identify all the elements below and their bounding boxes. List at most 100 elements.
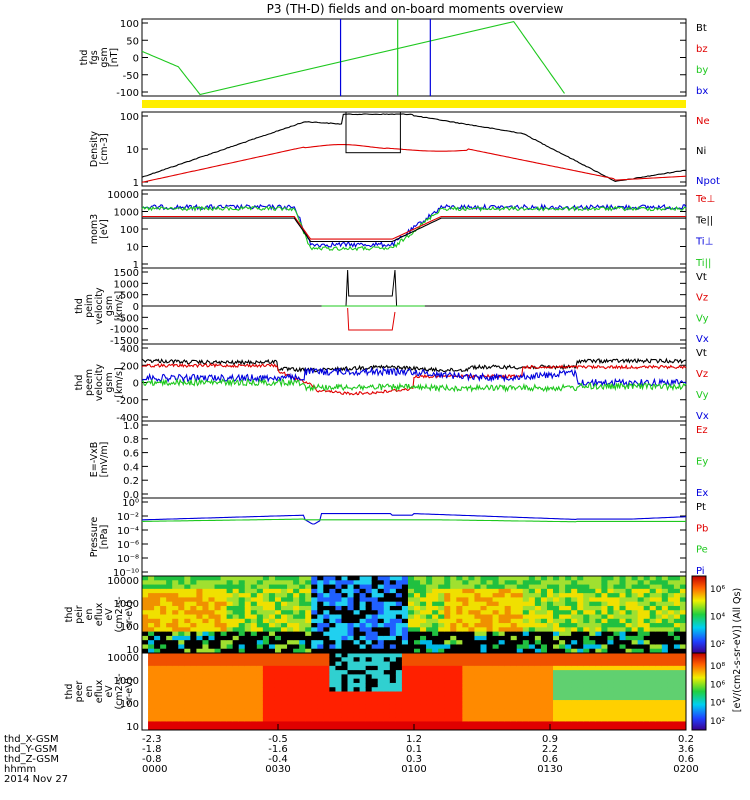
spectrogram-cell bbox=[293, 601, 300, 607]
spectrogram-cell bbox=[595, 627, 602, 633]
spectrogram-cell bbox=[595, 674, 602, 680]
spectrogram-cell bbox=[613, 725, 621, 731]
spectrogram-cell bbox=[347, 653, 355, 658]
spectrogram-cell bbox=[480, 721, 488, 727]
legend-Ni: Ni bbox=[696, 146, 706, 157]
spectrogram-cell bbox=[456, 670, 463, 675]
spectrogram-cell bbox=[637, 678, 645, 684]
spectrogram-cell bbox=[190, 601, 197, 607]
spectrogram-cell bbox=[287, 605, 294, 611]
ion-spectrogram bbox=[142, 576, 687, 654]
spectrogram-cell bbox=[661, 691, 669, 697]
spectrogram-cell bbox=[166, 593, 173, 598]
spectrogram-cell bbox=[148, 576, 155, 581]
spectrogram-cell bbox=[160, 682, 167, 688]
spectrogram-cell bbox=[262, 605, 270, 611]
spectrogram-cell bbox=[202, 695, 209, 701]
spectrogram-cell bbox=[492, 610, 500, 615]
y-tick-label: -100 bbox=[116, 88, 139, 99]
y-tick-label: 100 bbox=[120, 699, 139, 710]
spectrogram-cell bbox=[510, 665, 518, 671]
spectrogram-cell bbox=[262, 644, 270, 650]
spectrogram-cell bbox=[172, 597, 179, 603]
spectrogram-cell bbox=[305, 682, 312, 688]
spectrogram-cell bbox=[426, 700, 433, 705]
spectrogram-cell bbox=[395, 725, 403, 731]
spectrogram-cell bbox=[238, 665, 246, 671]
spectrogram-cell bbox=[335, 665, 342, 671]
spectrogram-cell bbox=[492, 588, 500, 594]
spectrogram-cell bbox=[311, 588, 318, 594]
spectrogram-cell bbox=[667, 712, 675, 718]
spectrogram-cell bbox=[293, 614, 300, 620]
spectrogram-cell bbox=[341, 725, 349, 731]
spectrogram-cell bbox=[317, 712, 324, 718]
spectrogram-cell bbox=[546, 623, 554, 628]
spectrogram-cell bbox=[383, 721, 391, 727]
spectrogram-cell bbox=[637, 631, 645, 637]
spectrogram-cell bbox=[371, 597, 379, 603]
spectrogram-cell bbox=[534, 687, 542, 692]
spectrogram-cell bbox=[565, 661, 572, 667]
spectrogram-cell bbox=[462, 644, 469, 650]
spectrogram-cell bbox=[196, 725, 203, 731]
spectrogram-cell bbox=[631, 717, 639, 722]
spectrogram-cell bbox=[492, 635, 500, 641]
spectrogram-cell bbox=[516, 588, 524, 594]
spectrogram-cell bbox=[534, 614, 542, 620]
spectrogram-cell bbox=[142, 717, 149, 722]
spectrogram-cell bbox=[565, 648, 572, 654]
spectrogram-cell bbox=[414, 670, 421, 675]
spectrogram-cell bbox=[565, 623, 572, 628]
spectrogram-cell bbox=[262, 627, 270, 633]
colorbar-tick: 10² bbox=[710, 717, 725, 727]
spectrogram-cell bbox=[214, 670, 222, 675]
spectrogram-cell bbox=[504, 640, 512, 645]
spectrogram-cell bbox=[196, 584, 203, 590]
spectrogram-cell bbox=[510, 593, 518, 598]
spectrogram-cell bbox=[679, 580, 687, 586]
spectrogram-cell bbox=[407, 623, 415, 628]
spectrogram-cell bbox=[178, 721, 185, 727]
spectrogram-cell bbox=[595, 610, 602, 615]
spectrogram-cell bbox=[613, 610, 621, 615]
spectrogram-cell bbox=[462, 640, 469, 645]
spectrogram-cell bbox=[407, 721, 415, 727]
spectrogram-cell bbox=[329, 661, 336, 667]
spectrogram-cell bbox=[486, 725, 494, 731]
spectrogram-cell bbox=[601, 631, 608, 637]
spectrogram-cell bbox=[383, 648, 391, 654]
spectrogram-cell bbox=[661, 605, 669, 611]
spectrogram-cell bbox=[534, 648, 542, 654]
spectrogram-cell bbox=[238, 657, 246, 663]
spectrogram-cell bbox=[474, 691, 481, 697]
spectrogram-cell bbox=[226, 682, 234, 688]
spectrogram-cell bbox=[238, 631, 246, 637]
spectrogram-cell bbox=[601, 580, 608, 586]
spectrogram-cell bbox=[335, 610, 342, 615]
spectrogram-cell bbox=[589, 593, 596, 598]
spectrogram-cell bbox=[625, 614, 633, 620]
ephemeris-value: -0.4 bbox=[268, 754, 288, 765]
spectrogram-cell bbox=[673, 704, 681, 710]
spectrogram-cell bbox=[329, 593, 336, 598]
spectrogram-cell bbox=[679, 614, 687, 620]
spectrogram-cell bbox=[486, 657, 494, 663]
spectrogram-cell bbox=[274, 644, 282, 650]
spectrogram-cell bbox=[371, 601, 379, 607]
spectrogram-cell bbox=[323, 725, 330, 731]
spectrogram-cell bbox=[595, 687, 602, 692]
spectrogram-cell bbox=[444, 635, 451, 641]
spectrogram-cell bbox=[148, 588, 155, 594]
spectrogram-cell bbox=[438, 601, 445, 607]
spectrogram-cell bbox=[160, 712, 167, 718]
spectrogram-cell bbox=[553, 691, 560, 697]
spectrogram-cell bbox=[226, 704, 234, 710]
spectrogram-cell bbox=[323, 687, 330, 692]
spectrogram-cell bbox=[577, 593, 584, 598]
spectrogram-cell bbox=[565, 610, 572, 615]
spectrogram-cell bbox=[359, 593, 367, 598]
spectrogram-cell bbox=[595, 700, 602, 705]
